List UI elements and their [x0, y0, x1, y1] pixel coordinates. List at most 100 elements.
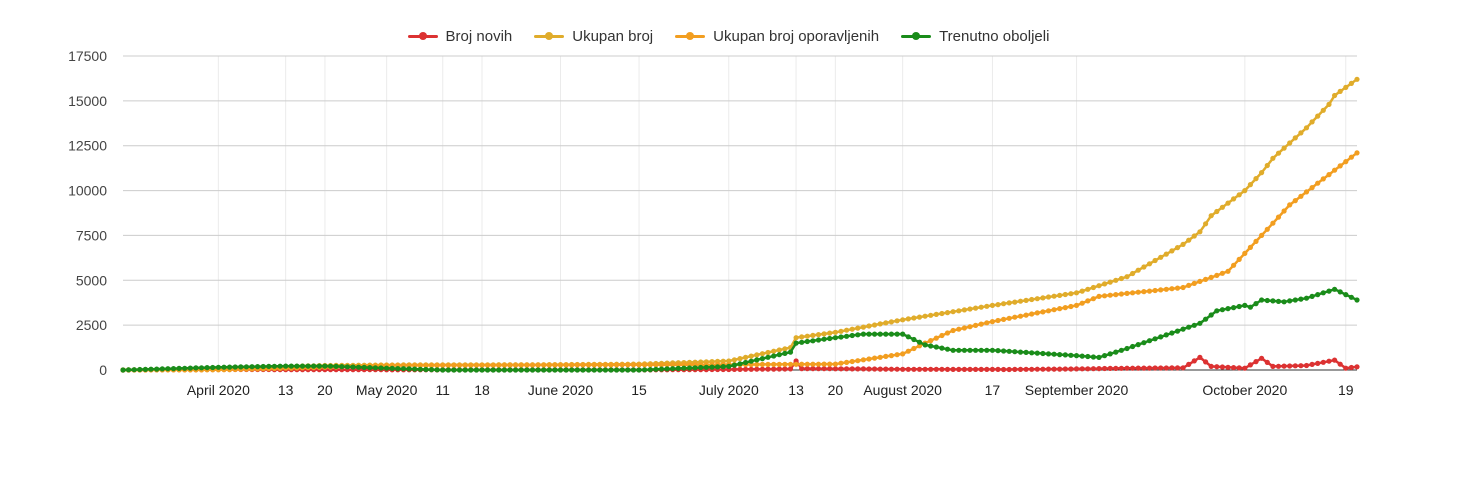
data-point [860, 324, 867, 330]
data-point [552, 362, 558, 368]
data-point [546, 362, 552, 368]
data-point [1068, 366, 1074, 372]
data-point [1113, 365, 1119, 371]
data-point [1051, 293, 1057, 299]
data-point [271, 363, 277, 369]
data-point [1281, 363, 1287, 369]
data-point [916, 343, 923, 349]
data-point [844, 333, 850, 339]
data-point [905, 348, 911, 354]
data-point [709, 364, 715, 370]
data-point [703, 364, 709, 370]
data-point [440, 367, 446, 373]
data-point [737, 366, 743, 372]
data-point [670, 366, 676, 372]
data-point [922, 366, 928, 372]
x-tick-label: July 2020 [699, 382, 759, 398]
data-point [1118, 365, 1124, 371]
data-point [844, 366, 850, 372]
data-point [636, 362, 642, 368]
data-point [1152, 336, 1158, 342]
data-point [1270, 363, 1276, 369]
data-point [1259, 297, 1265, 303]
data-point [417, 366, 423, 372]
data-point [916, 366, 923, 372]
data-point [339, 364, 345, 370]
data-point [1152, 287, 1158, 294]
data-point [1090, 366, 1096, 372]
legend-item-broj-novih[interactable]: Broj novih [407, 28, 513, 45]
data-point [1124, 345, 1130, 352]
legend-item-ukupan-broj[interactable]: Ukupan broj [534, 28, 653, 45]
data-point [1253, 176, 1259, 182]
data-point [1169, 330, 1175, 336]
data-point [944, 310, 951, 316]
data-point [1208, 312, 1214, 318]
data-point [1214, 272, 1220, 278]
data-point [1118, 275, 1124, 282]
data-point [1057, 292, 1063, 298]
data-point [1292, 363, 1298, 369]
x-tick-label: April 2020 [187, 382, 250, 398]
data-point [1096, 354, 1102, 360]
data-point [384, 365, 390, 371]
data-point [350, 364, 356, 370]
legend-label-broj-novih: Broj novih [445, 28, 513, 45]
data-point [1174, 365, 1181, 371]
data-point [1107, 292, 1113, 298]
legend-item-trenutno-oboljeli[interactable]: Trenutno oboljeli [901, 28, 1049, 45]
data-point [176, 365, 182, 371]
data-point [451, 367, 457, 373]
data-point [1135, 289, 1141, 295]
data-point [1169, 286, 1175, 292]
data-point [748, 353, 754, 359]
legend-item-ukupan-broj-oporavljenih[interactable]: Ukupan broj oporavljenih [675, 28, 879, 45]
data-point [238, 364, 244, 370]
data-point [154, 366, 160, 372]
data-point [681, 365, 687, 371]
data-point [866, 323, 872, 329]
data-point [456, 362, 463, 368]
data-point [765, 354, 771, 360]
data-point [916, 339, 923, 345]
data-point [799, 366, 805, 372]
data-point [642, 362, 648, 368]
x-tick-label: 20 [828, 382, 844, 398]
data-point [1174, 245, 1181, 251]
chart-legend: Broj novih Ukupan broj Ukupan broj opora… [0, 28, 1457, 45]
data-point [170, 366, 177, 372]
data-point [922, 313, 928, 319]
data-point [787, 361, 794, 367]
data-point [608, 362, 614, 368]
data-point [120, 367, 126, 373]
data-point [333, 363, 339, 369]
data-point [372, 365, 378, 371]
data-point [675, 365, 681, 371]
data-point [1102, 365, 1108, 372]
data-point [973, 305, 979, 311]
data-point [815, 361, 822, 367]
data-point [586, 367, 592, 373]
data-point [900, 351, 906, 357]
data-point [939, 310, 945, 317]
data-point [541, 367, 547, 373]
legend-label-trenutno-oboljeli: Trenutno oboljeli [939, 28, 1050, 45]
data-point [956, 366, 962, 372]
data-point [1309, 119, 1315, 125]
data-point [894, 331, 900, 337]
data-point [810, 338, 816, 344]
data-point [524, 367, 530, 373]
data-point [243, 364, 249, 370]
data-point [473, 362, 479, 368]
data-point [653, 362, 659, 368]
x-tick-label: 15 [631, 382, 647, 398]
data-point [860, 366, 867, 372]
data-point [434, 367, 440, 373]
data-point [1113, 292, 1119, 298]
data-point [1214, 208, 1220, 215]
data-point [776, 361, 782, 367]
data-point [1242, 302, 1248, 308]
data-point [1197, 354, 1203, 360]
data-point [440, 362, 446, 368]
